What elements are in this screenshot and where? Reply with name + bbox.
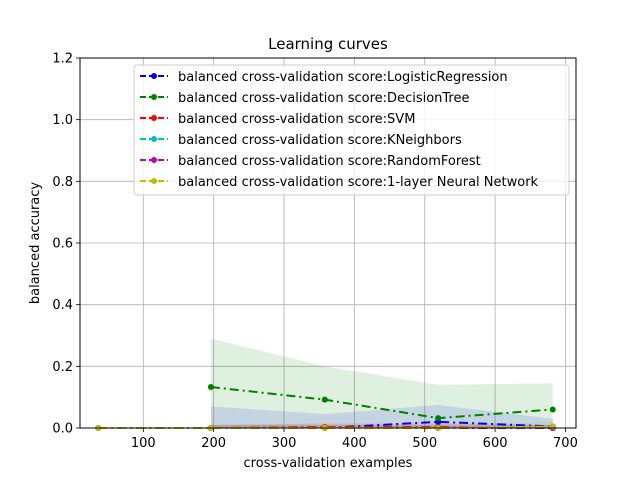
y-tick-label: 0.2 <box>52 360 73 375</box>
legend-entry-label: balanced cross-validation score:1-layer … <box>178 175 539 190</box>
x-axis-label: cross-validation examples <box>244 456 413 471</box>
legend-box <box>133 64 570 196</box>
x-tick-label: 700 <box>553 436 578 451</box>
legend-swatch-marker <box>151 136 157 142</box>
x-tick-label: 200 <box>201 436 226 451</box>
confidence-band <box>210 338 553 428</box>
data-point <box>549 406 556 413</box>
x-tick-label: 600 <box>483 436 508 451</box>
x-tick-label: 100 <box>131 436 156 451</box>
x-tick-label: 300 <box>272 436 297 451</box>
x-tick-label: 400 <box>342 436 367 451</box>
y-tick-label: 1.2 <box>52 52 73 67</box>
data-point <box>435 415 442 422</box>
legend-swatch-marker <box>151 73 157 79</box>
legend-swatch-marker <box>151 115 157 121</box>
legend: balanced cross-validation score:Logistic… <box>133 64 570 196</box>
y-axis-label: balanced accuracy <box>28 182 43 305</box>
legend-entry-label: balanced cross-validation score:KNeighbo… <box>178 133 462 148</box>
data-point <box>321 396 328 403</box>
legend-entry-label: balanced cross-validation score:RandomFo… <box>178 154 481 169</box>
data-point <box>549 423 556 430</box>
legend-entry-label: balanced cross-validation score:Logistic… <box>178 70 508 85</box>
axis-ticks: 100 200 300 400 500 600 700 0.0 0.2 0.4 0.6 0.8 1.0 1… <box>52 52 578 452</box>
y-tick-label: 1.0 <box>52 113 73 128</box>
y-tick-label: 0.6 <box>52 237 73 252</box>
y-tick-label: 0.0 <box>52 422 73 437</box>
legend-entry-label: balanced cross-validation score:SVM <box>178 112 415 127</box>
y-tick-label: 0.8 <box>52 175 73 190</box>
x-tick-label: 500 <box>412 436 437 451</box>
legend-swatch-marker <box>151 178 157 184</box>
chart-title: Learning curves <box>268 35 388 53</box>
data-point <box>207 383 214 390</box>
y-tick-label: 0.4 <box>52 298 73 313</box>
legend-swatch-marker <box>151 94 157 100</box>
series-line <box>210 385 553 420</box>
legend-entry-label: balanced cross-validation score:Decision… <box>178 91 470 106</box>
legend-swatch-marker <box>151 157 157 163</box>
